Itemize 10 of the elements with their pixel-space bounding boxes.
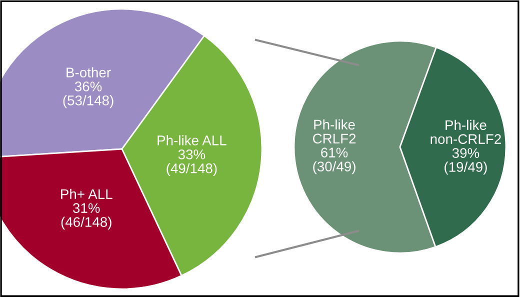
- slice-label: Ph-like CRLF2: [312, 119, 356, 144]
- data-label: 39% (19/49): [444, 148, 487, 175]
- data-label: 61% (30/49): [313, 148, 356, 174]
- slice-label: Ph-like non-CRLF2: [430, 120, 501, 144]
- slice-label: B-other: [66, 67, 111, 78]
- data-label: 33% (49/148): [166, 149, 217, 176]
- data-label: 31% (46/148): [61, 203, 112, 230]
- data-label: 36% (53/148): [63, 82, 114, 108]
- slice-label: Ph+ ALL: [61, 188, 112, 199]
- slice-label: Ph-like ALL: [158, 135, 226, 146]
